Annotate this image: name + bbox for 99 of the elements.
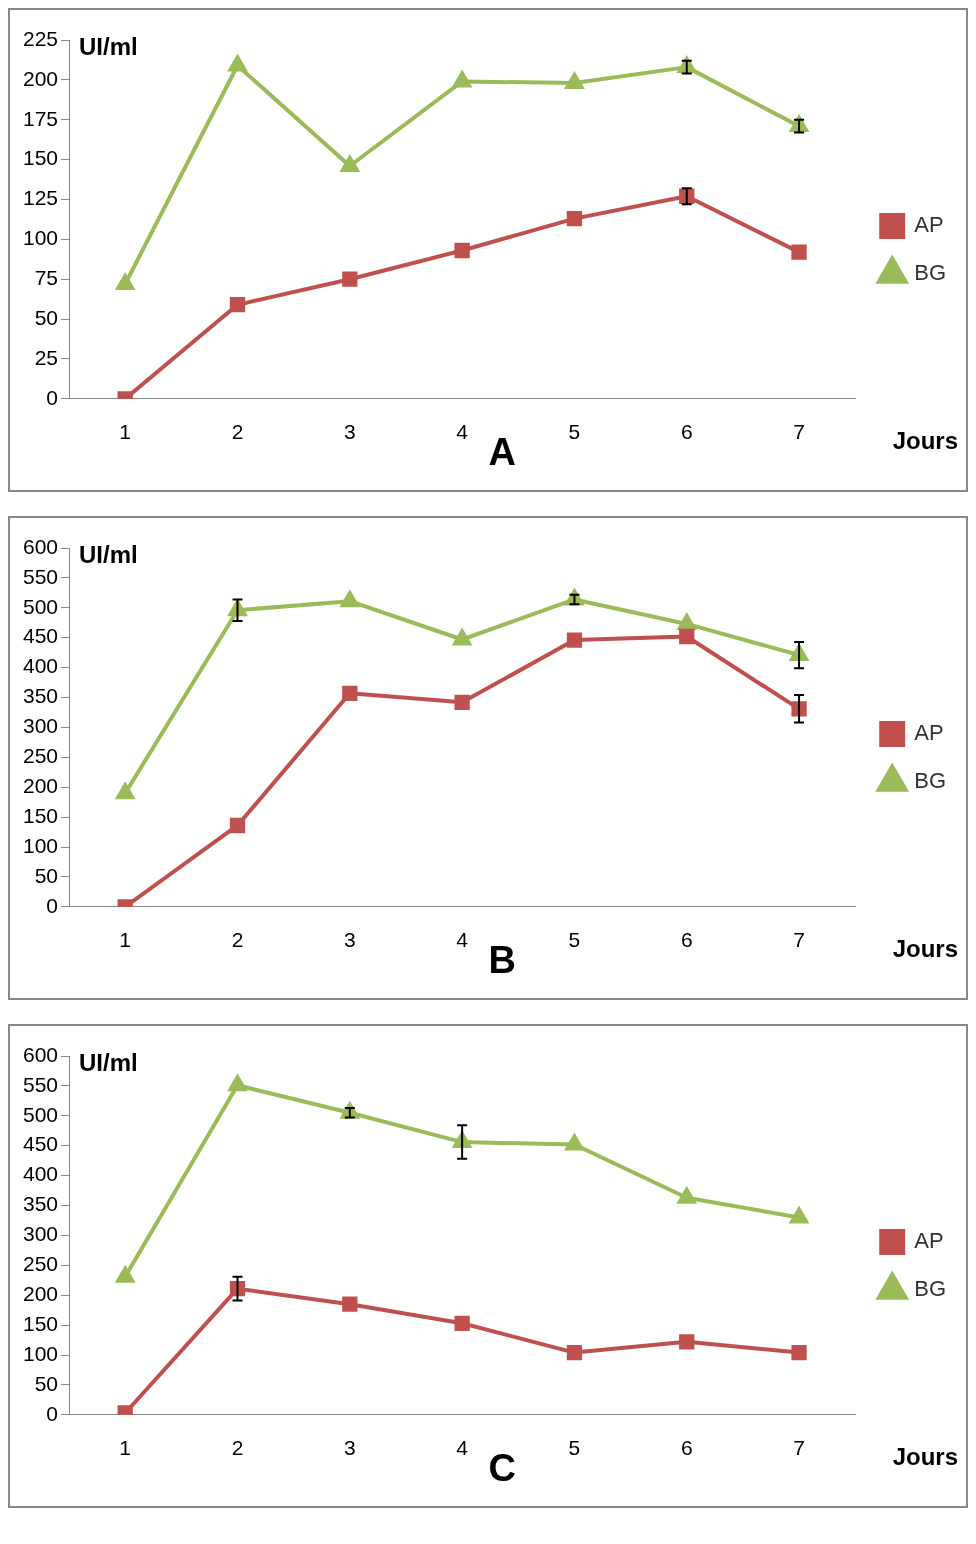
y-tick-label: 150	[22, 803, 59, 827]
y-tick-label: 300	[22, 1222, 59, 1246]
point	[340, 591, 359, 608]
point	[229, 817, 246, 834]
x-tick-label: 7	[793, 420, 805, 444]
y-tick-label: 225	[22, 26, 59, 50]
x-tick-label: 5	[568, 928, 581, 952]
y-tick-label: 50	[34, 863, 59, 887]
y-tick-label: 0	[46, 1401, 59, 1425]
point	[116, 783, 135, 800]
text: A	[488, 430, 516, 473]
y-tick-label: 350	[22, 1192, 59, 1216]
point	[454, 694, 470, 710]
point	[454, 1315, 470, 1331]
x-tick-label: 5	[568, 420, 581, 444]
y-tick-label: 600	[22, 1042, 59, 1066]
x-axis-title: Jours	[892, 934, 958, 962]
x-axis-title: Jours	[892, 426, 958, 454]
point	[679, 1334, 695, 1350]
y-tick-label: 250	[22, 744, 59, 768]
y-tick-label: 450	[22, 624, 59, 648]
x-tick-label: 1	[119, 928, 132, 952]
point	[677, 613, 696, 630]
y-tick-label: 300	[22, 714, 59, 738]
y-tick-label: 25	[34, 345, 59, 369]
text: B	[488, 938, 516, 981]
y-tick-label: 200	[22, 1282, 59, 1305]
y-tick-label: 175	[22, 106, 59, 130]
y-tick-label: 600	[22, 534, 59, 558]
x-tick-label: 2	[231, 420, 244, 444]
point	[227, 53, 248, 72]
point	[229, 297, 246, 313]
y-tick-label: 75	[34, 266, 59, 289]
x-tick-label: 1	[119, 420, 132, 444]
legend-label: AP	[914, 1228, 944, 1254]
point	[566, 1344, 583, 1361]
y-tick-label: 50	[34, 1371, 59, 1395]
x-tick-label: 6	[680, 420, 693, 444]
x-tick-label: 3	[343, 928, 356, 952]
y-tick-label: 200	[22, 66, 59, 90]
point	[566, 210, 583, 227]
x-axis-title: Jours	[892, 1442, 958, 1470]
y-tick-label: 450	[22, 1132, 59, 1156]
point	[228, 1075, 247, 1092]
y-tick-label: 400	[22, 1162, 59, 1186]
y-tick-label: 400	[22, 654, 59, 678]
x-tick-label: 4	[456, 420, 469, 444]
x-tick-label: 3	[343, 1436, 356, 1460]
point	[679, 628, 695, 645]
point	[454, 242, 470, 259]
y-tick-label: 0	[46, 893, 59, 917]
y-axis-title: UI/ml	[79, 32, 138, 60]
y-tick-label: 50	[34, 305, 59, 329]
x-tick-label: 7	[793, 1436, 805, 1460]
x-tick-label: 2	[231, 928, 244, 952]
x-tick-label: 3	[343, 420, 356, 444]
point	[791, 244, 807, 260]
point	[565, 1134, 584, 1151]
x-tick-label: 4	[456, 1436, 469, 1460]
legend-label: BG	[914, 260, 947, 286]
point	[342, 271, 358, 287]
y-axis-title: UI/ml	[79, 540, 138, 568]
y-tick-label: 100	[22, 833, 59, 857]
x-tick-label: 1	[119, 1436, 132, 1460]
point	[566, 632, 583, 648]
y-tick-label: 500	[22, 594, 59, 618]
y-tick-label: 500	[22, 1102, 59, 1126]
y-tick-label: 550	[22, 564, 59, 588]
y-tick-label: 550	[22, 1072, 59, 1096]
point	[342, 1296, 358, 1312]
x-tick-label: 5	[568, 1436, 581, 1460]
x-tick-label: 6	[680, 1436, 693, 1460]
point	[790, 1207, 808, 1224]
y-tick-label: 150	[22, 1311, 59, 1335]
point	[453, 629, 472, 646]
legend-label: BG	[914, 1276, 947, 1302]
y-tick-label: 250	[22, 1252, 59, 1276]
legend-label: AP	[914, 212, 944, 238]
y-tick-label: 125	[22, 186, 59, 210]
point	[676, 1185, 697, 1204]
y-tick-label: 100	[22, 226, 59, 250]
legend-label: AP	[914, 720, 944, 746]
point	[453, 71, 472, 88]
y-tick-label: 0	[46, 385, 59, 409]
y-tick-label: 350	[22, 684, 59, 708]
legend-label: BG	[914, 768, 947, 794]
y-tick-label: 200	[22, 774, 59, 797]
y-tick-label: 100	[22, 1341, 59, 1365]
y-axis-title: UI/ml	[79, 1048, 138, 1076]
text: C	[488, 1446, 516, 1489]
x-tick-label: 4	[456, 928, 469, 952]
x-tick-label: 7	[793, 928, 805, 952]
y-tick-label: 150	[22, 146, 59, 170]
x-tick-label: 6	[680, 928, 693, 952]
point	[565, 73, 584, 90]
point	[791, 1344, 807, 1361]
point	[342, 685, 358, 701]
x-tick-label: 2	[231, 1436, 244, 1460]
point	[340, 155, 359, 172]
